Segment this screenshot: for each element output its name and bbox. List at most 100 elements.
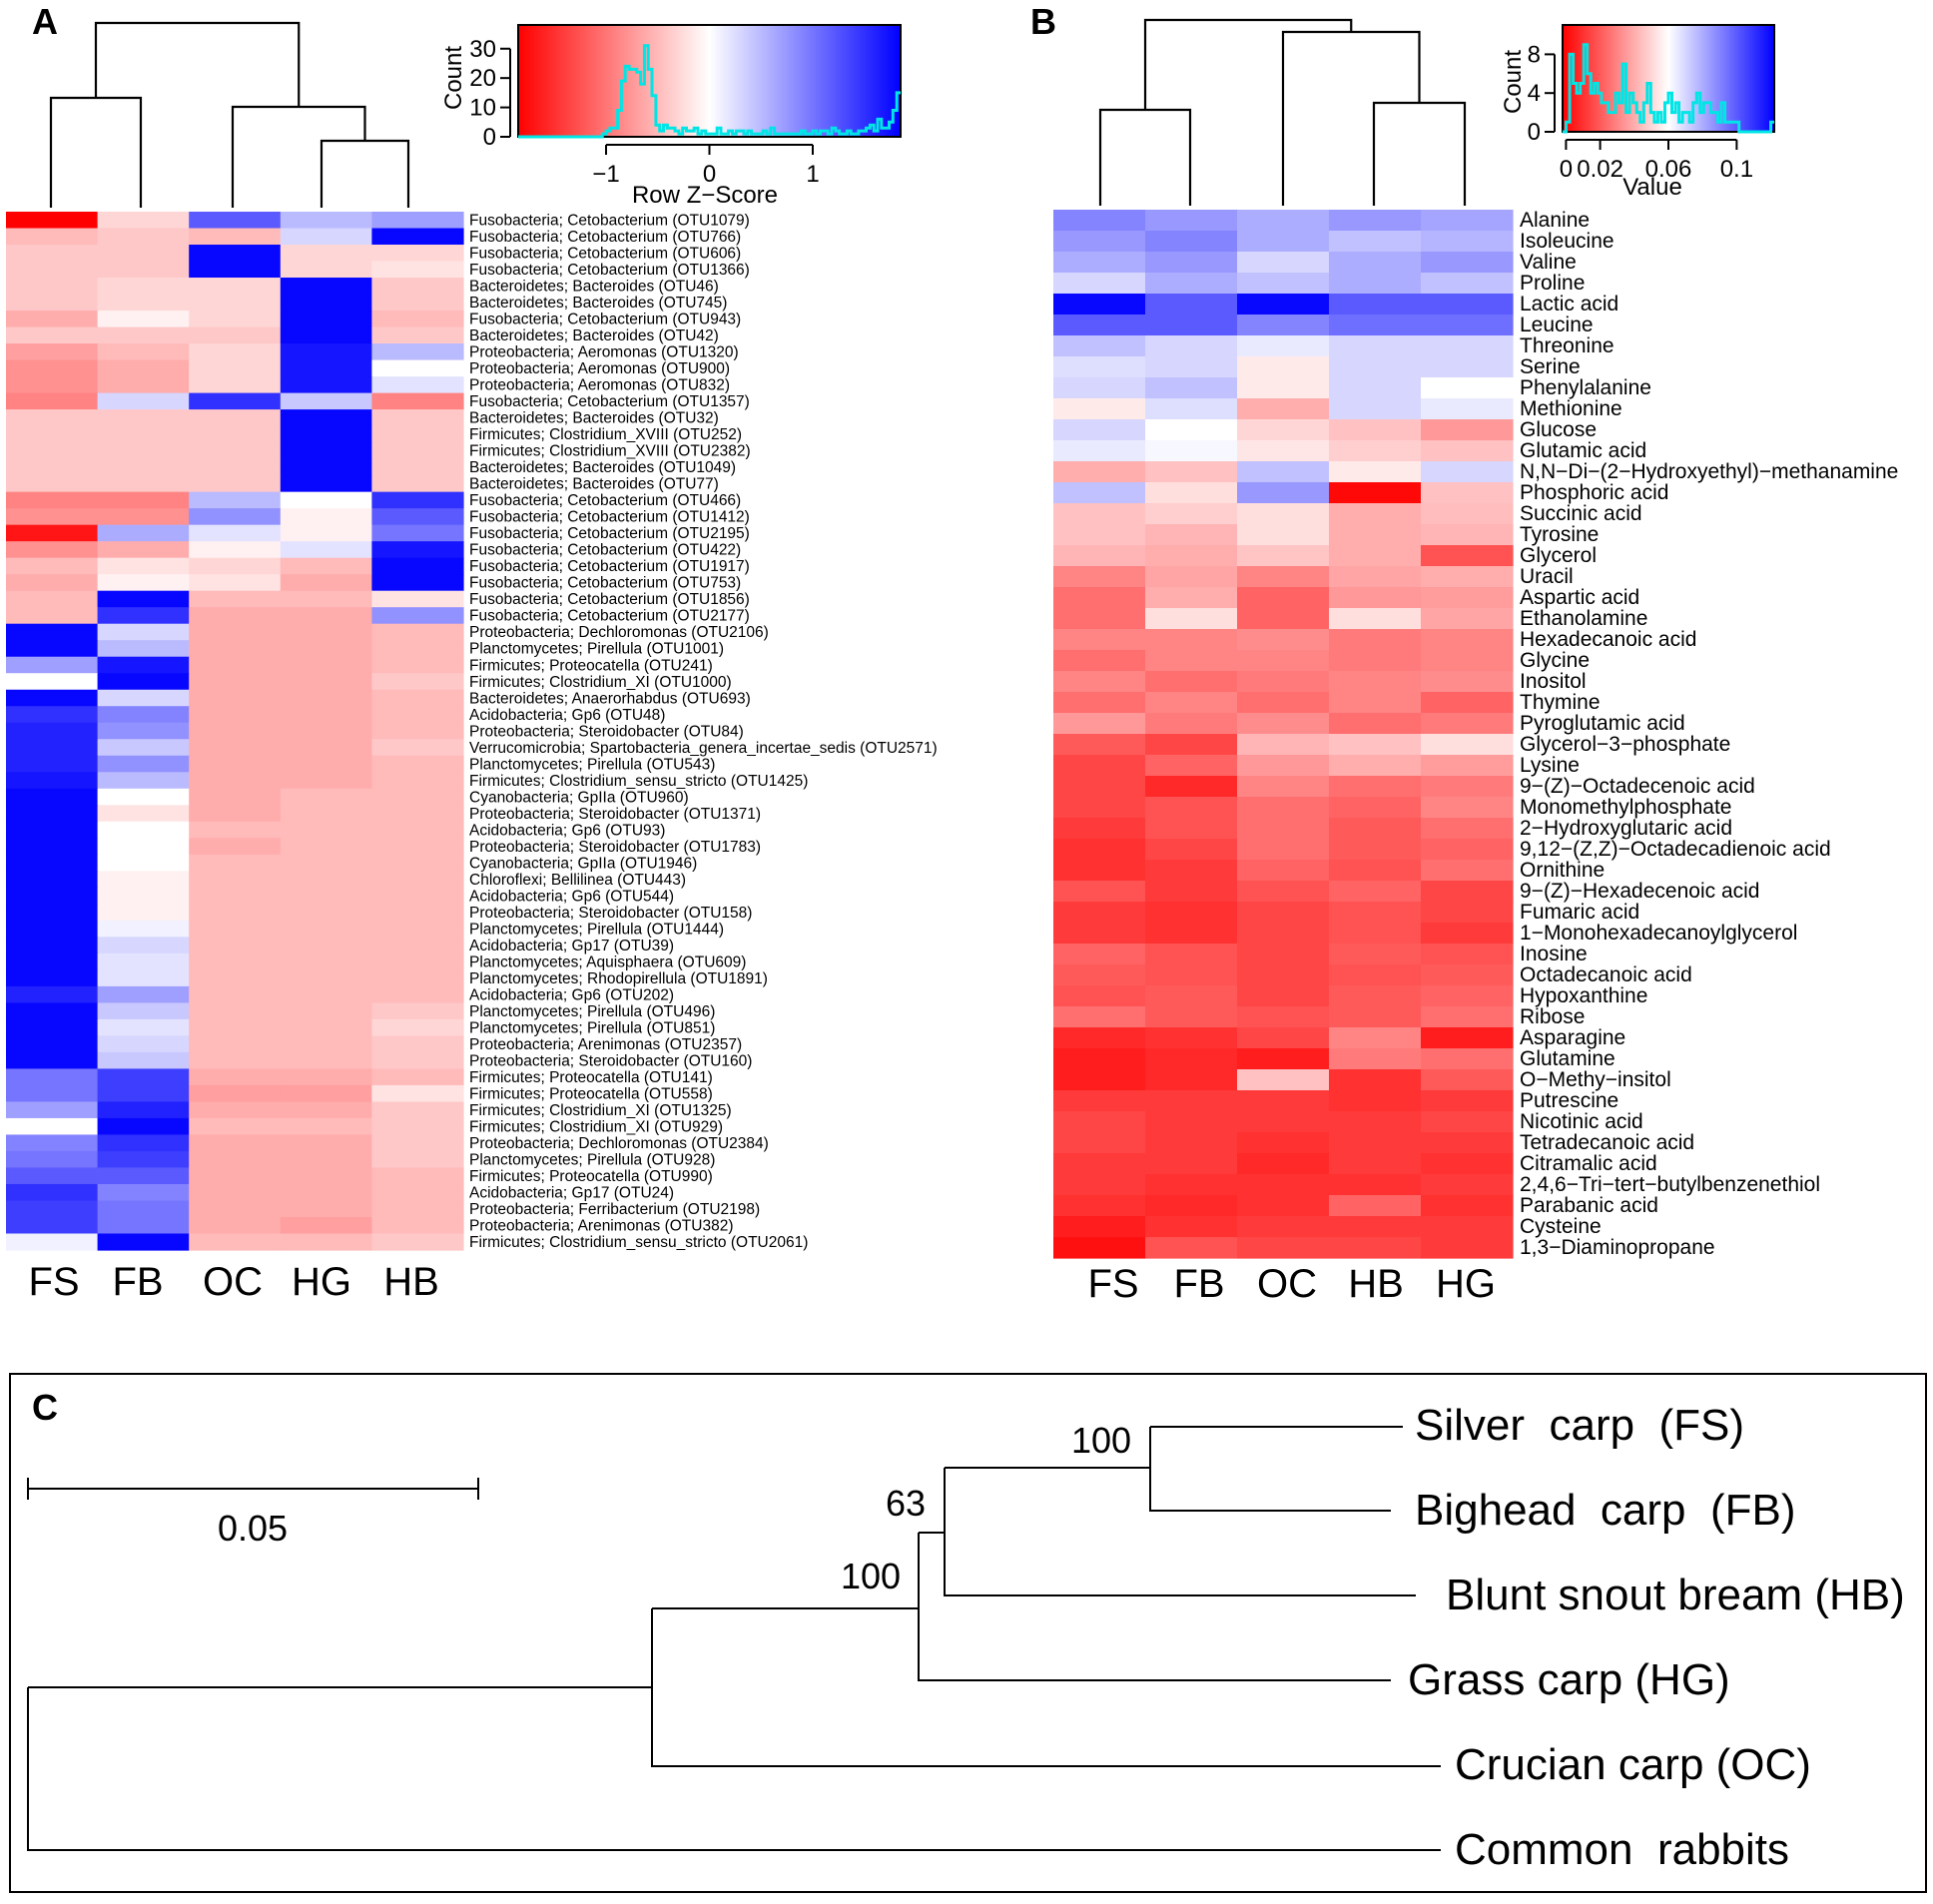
heatmap-cell (1329, 1195, 1422, 1217)
heatmap-cell (97, 854, 190, 872)
heatmap-cell (1237, 587, 1330, 609)
heatmap-cell (1421, 335, 1514, 357)
heatmap-cell (189, 722, 282, 740)
heatmap-cell (1237, 566, 1330, 588)
heatmap-cell (280, 805, 372, 823)
heatmap-cell (1145, 1153, 1238, 1175)
heatmap-cell (371, 706, 464, 724)
heatmap-cell (97, 311, 190, 328)
heatmap-cell (97, 772, 190, 790)
heatmap-cell (1237, 1216, 1330, 1238)
legend-y-tick-label: 30 (469, 36, 496, 63)
heatmap-cell (189, 838, 282, 856)
heatmap-cell (280, 392, 372, 410)
heatmap-cell (189, 228, 282, 246)
heatmap-cell (97, 821, 190, 839)
heatmap-cell (189, 788, 282, 806)
heatmap-cell (189, 937, 282, 954)
heatmap-cell (1329, 797, 1422, 819)
row-label: Fusobacteria; Cetobacterium (OTU1412) (469, 509, 750, 526)
dendrogram-branch (1143, 18, 1353, 110)
row-label: Citramalic acid (1520, 1152, 1657, 1175)
heatmap-cell (1053, 923, 1146, 945)
heatmap-cell (1237, 734, 1330, 756)
row-label: Fusobacteria; Cetobacterium (OTU422) (469, 542, 741, 559)
heatmap-cell (280, 887, 372, 905)
heatmap-cell (371, 425, 464, 443)
heatmap-cell (6, 1167, 99, 1185)
heatmap-cell (1329, 734, 1422, 756)
heatmap-cell (6, 952, 99, 970)
heatmap-cell (1421, 419, 1514, 441)
heatmap-cell (189, 821, 282, 839)
heatmap-cell (1053, 210, 1146, 232)
row-label: N,N−Di−(2−Hydroxyethyl)−methanamine (1520, 460, 1898, 483)
heatmap-cell (1145, 524, 1238, 546)
heatmap-cell (189, 458, 282, 476)
heatmap-cell (97, 1167, 190, 1185)
heatmap-cell (6, 1117, 99, 1136)
row-label: Planctomycetes; Pirellula (OTU1001) (469, 641, 724, 658)
heatmap-cell (371, 261, 464, 279)
heatmap-cell (280, 821, 372, 839)
heatmap-cell (189, 706, 282, 724)
heatmap-cell (1145, 1069, 1238, 1091)
legend-b-histogram (1563, 43, 1774, 134)
row-label: Proline (1520, 272, 1585, 295)
heatmap-cell (6, 1200, 99, 1218)
heatmap-cell (97, 475, 190, 493)
heatmap-cell (6, 392, 99, 410)
heatmap-cell (280, 854, 372, 872)
heatmap-cell (1053, 545, 1146, 567)
heatmap-cell (6, 1134, 99, 1152)
heatmap-cell (1329, 1132, 1422, 1154)
heatmap-cell (371, 1002, 464, 1020)
heatmap-cell (1053, 356, 1146, 378)
row-label: Phosphoric acid (1520, 481, 1668, 504)
heatmap-cell (97, 491, 190, 509)
heatmap-cell (1329, 839, 1422, 861)
heatmap-cell (1145, 440, 1238, 462)
heatmap-cell (280, 937, 372, 954)
legend-y-tick-label: 4 (1528, 80, 1541, 107)
heatmap-cell (97, 1183, 190, 1202)
row-label: Acidobacteria; Gp6 (OTU544) (469, 888, 674, 905)
heatmap-cell (1421, 1153, 1514, 1175)
heatmap-cell (1237, 713, 1330, 735)
heatmap-cell (371, 1018, 464, 1036)
heatmap-cell (1237, 252, 1330, 274)
heatmap-cell (97, 1216, 190, 1235)
row-label: Proteobacteria; Aeromonas (OTU832) (469, 377, 730, 394)
heatmap-cell (189, 985, 282, 1003)
heatmap-cell (1237, 231, 1330, 253)
tree-panel: 0.05 100 63 100 Silver carp (FS) Bighead… (9, 1373, 1927, 1893)
heatmap-cell (1053, 1216, 1146, 1238)
heatmap-cell (97, 326, 190, 344)
heatmap-cell (280, 1134, 372, 1152)
heatmap-cell (97, 607, 190, 625)
heatmap-cell (1329, 671, 1422, 693)
heatmap-cell (1237, 944, 1330, 965)
heatmap-cell (280, 952, 372, 970)
row-label: Proteobacteria; Steroidobacter (OTU1371) (469, 806, 761, 823)
heatmap-cell (371, 640, 464, 658)
legend-a-xtitle: Row Z−Score (632, 182, 778, 209)
heatmap-cell (1237, 377, 1330, 399)
row-label: Bacteroidetes; Bacteroides (OTU77) (469, 476, 719, 493)
heatmap-cell (1329, 566, 1422, 588)
heatmap-cell (97, 656, 190, 674)
heatmap-cell (1053, 482, 1146, 504)
heatmap-cell (6, 294, 99, 312)
heatmap-cell (1237, 545, 1330, 567)
heatmap-cell (1237, 482, 1330, 504)
heatmap-cell (1145, 964, 1238, 986)
heatmap-cell (371, 1167, 464, 1185)
heatmap-cell (189, 425, 282, 443)
heatmap-cell (1237, 755, 1330, 777)
heatmap-cell (1145, 1237, 1238, 1259)
heatmap-cell (6, 755, 99, 773)
heatmap-cell (6, 491, 99, 509)
dendrogram-branch (1372, 101, 1467, 206)
heatmap-cell (97, 1002, 190, 1020)
row-label: Putrescine (1520, 1089, 1618, 1112)
